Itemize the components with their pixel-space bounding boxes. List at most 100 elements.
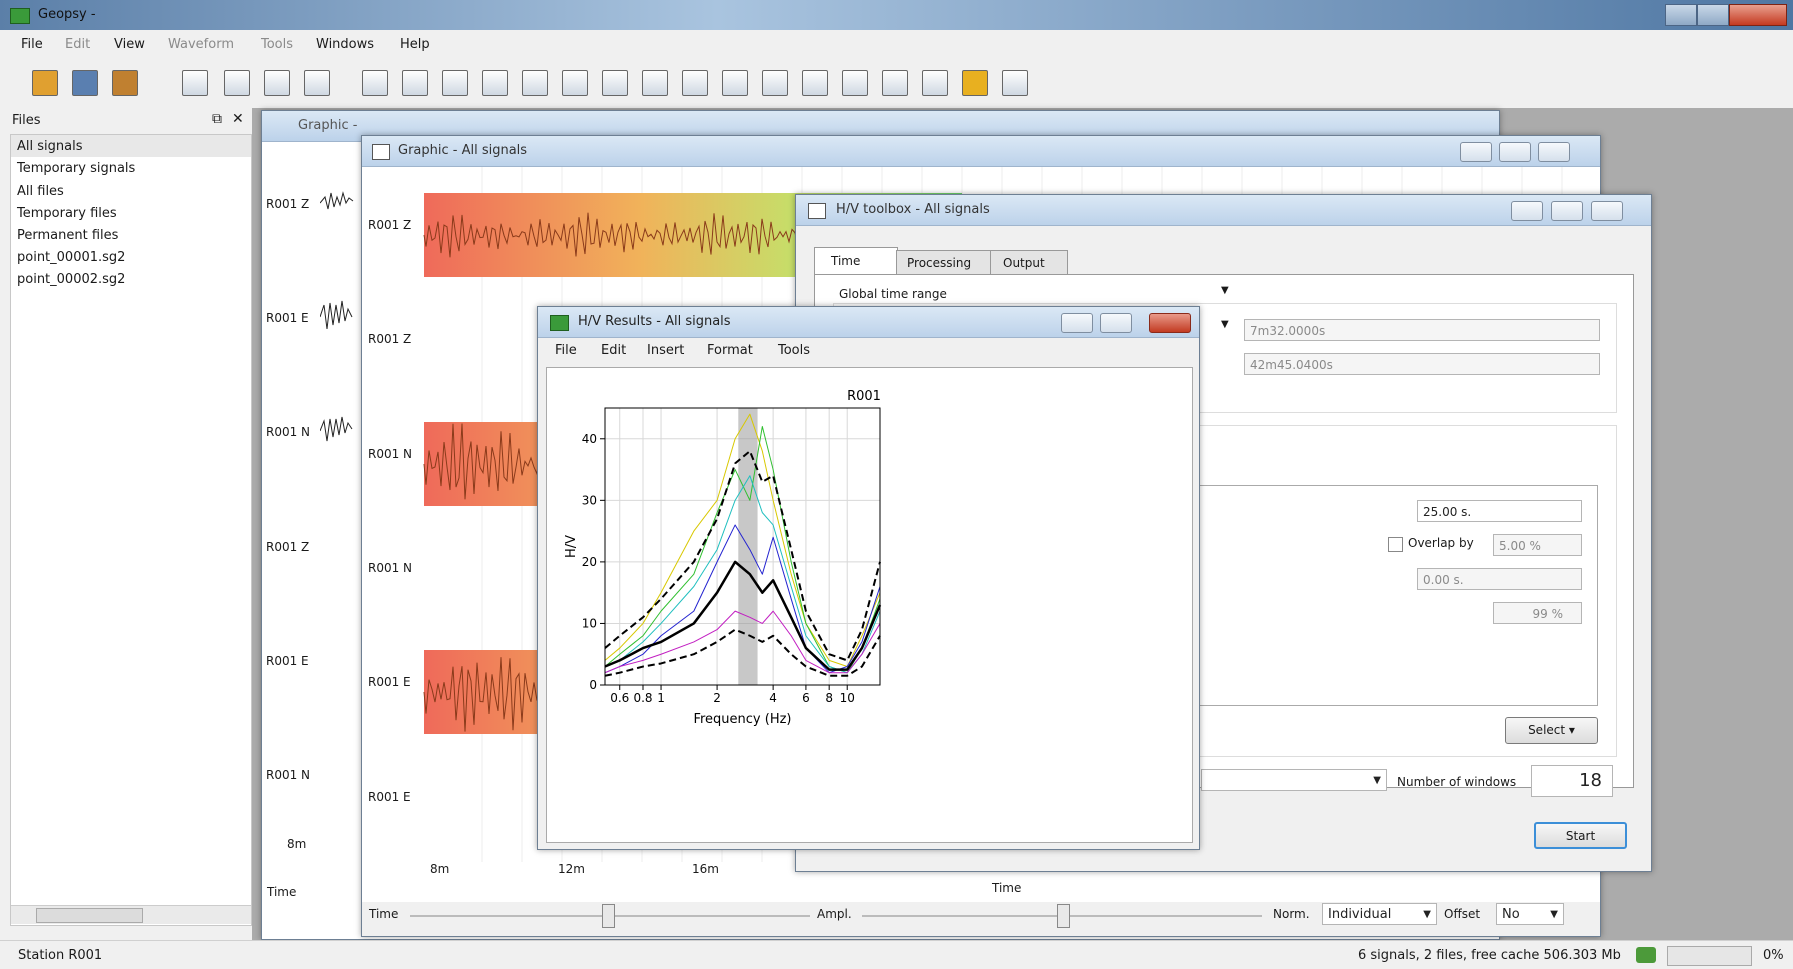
list-item[interactable]: All files — [17, 184, 64, 199]
toolbar-button[interactable] — [482, 70, 508, 96]
toolbar-button[interactable] — [922, 70, 948, 96]
y-tick-label: 30 — [582, 493, 597, 507]
toolbar-button[interactable] — [562, 70, 588, 96]
trace-label: R001 E — [266, 311, 309, 325]
window-title: H/V toolbox - All signals — [836, 202, 990, 217]
float-button[interactable]: ⧉ — [212, 111, 222, 127]
toolbar-button[interactable] — [32, 70, 58, 96]
offset-spin[interactable]: 0.00 s. — [1417, 568, 1582, 590]
close-button[interactable] — [1538, 142, 1570, 162]
menu-item[interactable]: View — [114, 37, 145, 52]
select-button[interactable]: Select ▾ — [1505, 717, 1598, 744]
toolbar-button[interactable] — [264, 70, 290, 96]
scroll-thumb[interactable] — [36, 908, 143, 923]
toolbar-button[interactable] — [112, 70, 138, 96]
toolbar-button[interactable] — [402, 70, 428, 96]
x-tick-label: 0.8 — [633, 691, 652, 705]
combo-arrow[interactable]: ▼ — [1221, 285, 1229, 296]
minimize-button[interactable] — [1460, 142, 1492, 162]
toolbar-button[interactable] — [442, 70, 468, 96]
toolbar-button[interactable] — [182, 70, 208, 96]
menu-item[interactable]: File — [21, 37, 43, 52]
toolbar-button[interactable] — [882, 70, 908, 96]
offset-combo[interactable]: No ▼ — [1496, 903, 1564, 925]
button-label: Start — [1565, 829, 1596, 843]
menu-item[interactable]: Windows — [316, 37, 375, 52]
hv-curve — [604, 610, 881, 674]
tab[interactable]: Time — [814, 247, 898, 276]
list-item[interactable]: point_00002.sg2 — [17, 272, 126, 287]
toolbar-button[interactable] — [304, 70, 330, 96]
toolbar-button[interactable] — [72, 70, 98, 96]
slider-label: Ampl. — [817, 907, 852, 921]
combo-arrow[interactable]: ▼ — [1221, 319, 1229, 330]
start-button[interactable]: Start — [1534, 822, 1627, 849]
toolbar-button[interactable] — [224, 70, 250, 96]
overlap-checkbox[interactable] — [1388, 537, 1403, 552]
to-input[interactable]: 42m45.0400s — [1244, 353, 1600, 375]
progress-bar — [1667, 946, 1752, 966]
trace-label: R001 E — [368, 675, 411, 689]
hv-results-window: H/V Results - All signals File Edit Inse… — [537, 306, 1200, 850]
minimize-button[interactable] — [1061, 313, 1093, 333]
toolbar-button[interactable] — [522, 70, 548, 96]
progress-text: 0% — [1763, 948, 1784, 963]
close-button[interactable] — [1149, 313, 1191, 333]
toolbar-button[interactable] — [962, 70, 988, 96]
maximize-button[interactable] — [1499, 142, 1531, 162]
toolbar-button[interactable] — [802, 70, 828, 96]
menu-item[interactable]: Insert — [647, 343, 685, 358]
percent-spin[interactable]: 99 % — [1493, 602, 1582, 624]
input-value: 0.00 s. — [1423, 573, 1464, 587]
tab[interactable]: Processing — [896, 250, 992, 276]
window-icon — [372, 144, 390, 160]
close-button[interactable] — [1729, 4, 1787, 26]
window-title: Graphic - — [298, 118, 358, 133]
maximize-button[interactable] — [1551, 201, 1583, 221]
window-icon — [550, 315, 569, 331]
list-item[interactable]: All signals — [17, 139, 83, 154]
toolbar-button[interactable] — [362, 70, 388, 96]
norm-combo[interactable]: Individual ▼ — [1322, 903, 1437, 925]
menu-item[interactable]: Waveform — [168, 37, 234, 52]
tab[interactable]: Output — [990, 250, 1068, 276]
group-title: Global time range — [839, 287, 947, 301]
window-title: Graphic - All signals — [398, 143, 528, 158]
menu-item[interactable]: Edit — [601, 343, 627, 358]
list-item[interactable]: Temporary files — [17, 206, 117, 221]
scrollbar[interactable] — [11, 905, 251, 924]
close-button[interactable] — [1591, 201, 1623, 221]
overlap-spin[interactable]: 5.00 % — [1493, 534, 1582, 556]
menu-item[interactable]: Tools — [261, 37, 294, 52]
list-item[interactable]: Temporary signals — [17, 161, 136, 176]
time-slider[interactable] — [602, 904, 615, 928]
window-length-spin[interactable]: 25.00 s. — [1417, 500, 1582, 522]
menu-item[interactable]: Help — [400, 37, 430, 52]
toolbar-button[interactable] — [602, 70, 628, 96]
maximize-button[interactable] — [1100, 313, 1132, 333]
time-tick: 12m — [558, 862, 585, 876]
minimize-button[interactable] — [1511, 201, 1543, 221]
menu-item[interactable]: Format — [707, 343, 753, 358]
maximize-button[interactable] — [1697, 4, 1729, 26]
toolbar-button[interactable] — [1002, 70, 1028, 96]
status-text: 6 signals, 2 files, free cache 506.303 M… — [1358, 948, 1621, 963]
from-input[interactable]: 7m32.0000s — [1244, 319, 1600, 341]
x-tick-label: 2 — [713, 691, 721, 705]
ampl-slider[interactable] — [1057, 904, 1070, 928]
menu-item[interactable]: Edit — [65, 37, 91, 52]
toolbar-button[interactable] — [762, 70, 788, 96]
toolbar-button[interactable] — [642, 70, 668, 96]
list-item[interactable]: Permanent files — [17, 228, 119, 243]
window-title: H/V Results - All signals — [578, 314, 731, 329]
menu-item[interactable]: File — [555, 343, 577, 358]
combo[interactable]: ▼ — [1201, 769, 1387, 791]
toolbar-button[interactable] — [842, 70, 868, 96]
close-button[interactable]: ✕ — [232, 111, 244, 127]
toolbar-button[interactable] — [682, 70, 708, 96]
toolbar-button[interactable] — [722, 70, 748, 96]
list-item[interactable]: point_00001.sg2 — [17, 250, 126, 265]
minimize-button[interactable] — [1665, 4, 1697, 26]
menu-item[interactable]: Tools — [778, 343, 811, 358]
